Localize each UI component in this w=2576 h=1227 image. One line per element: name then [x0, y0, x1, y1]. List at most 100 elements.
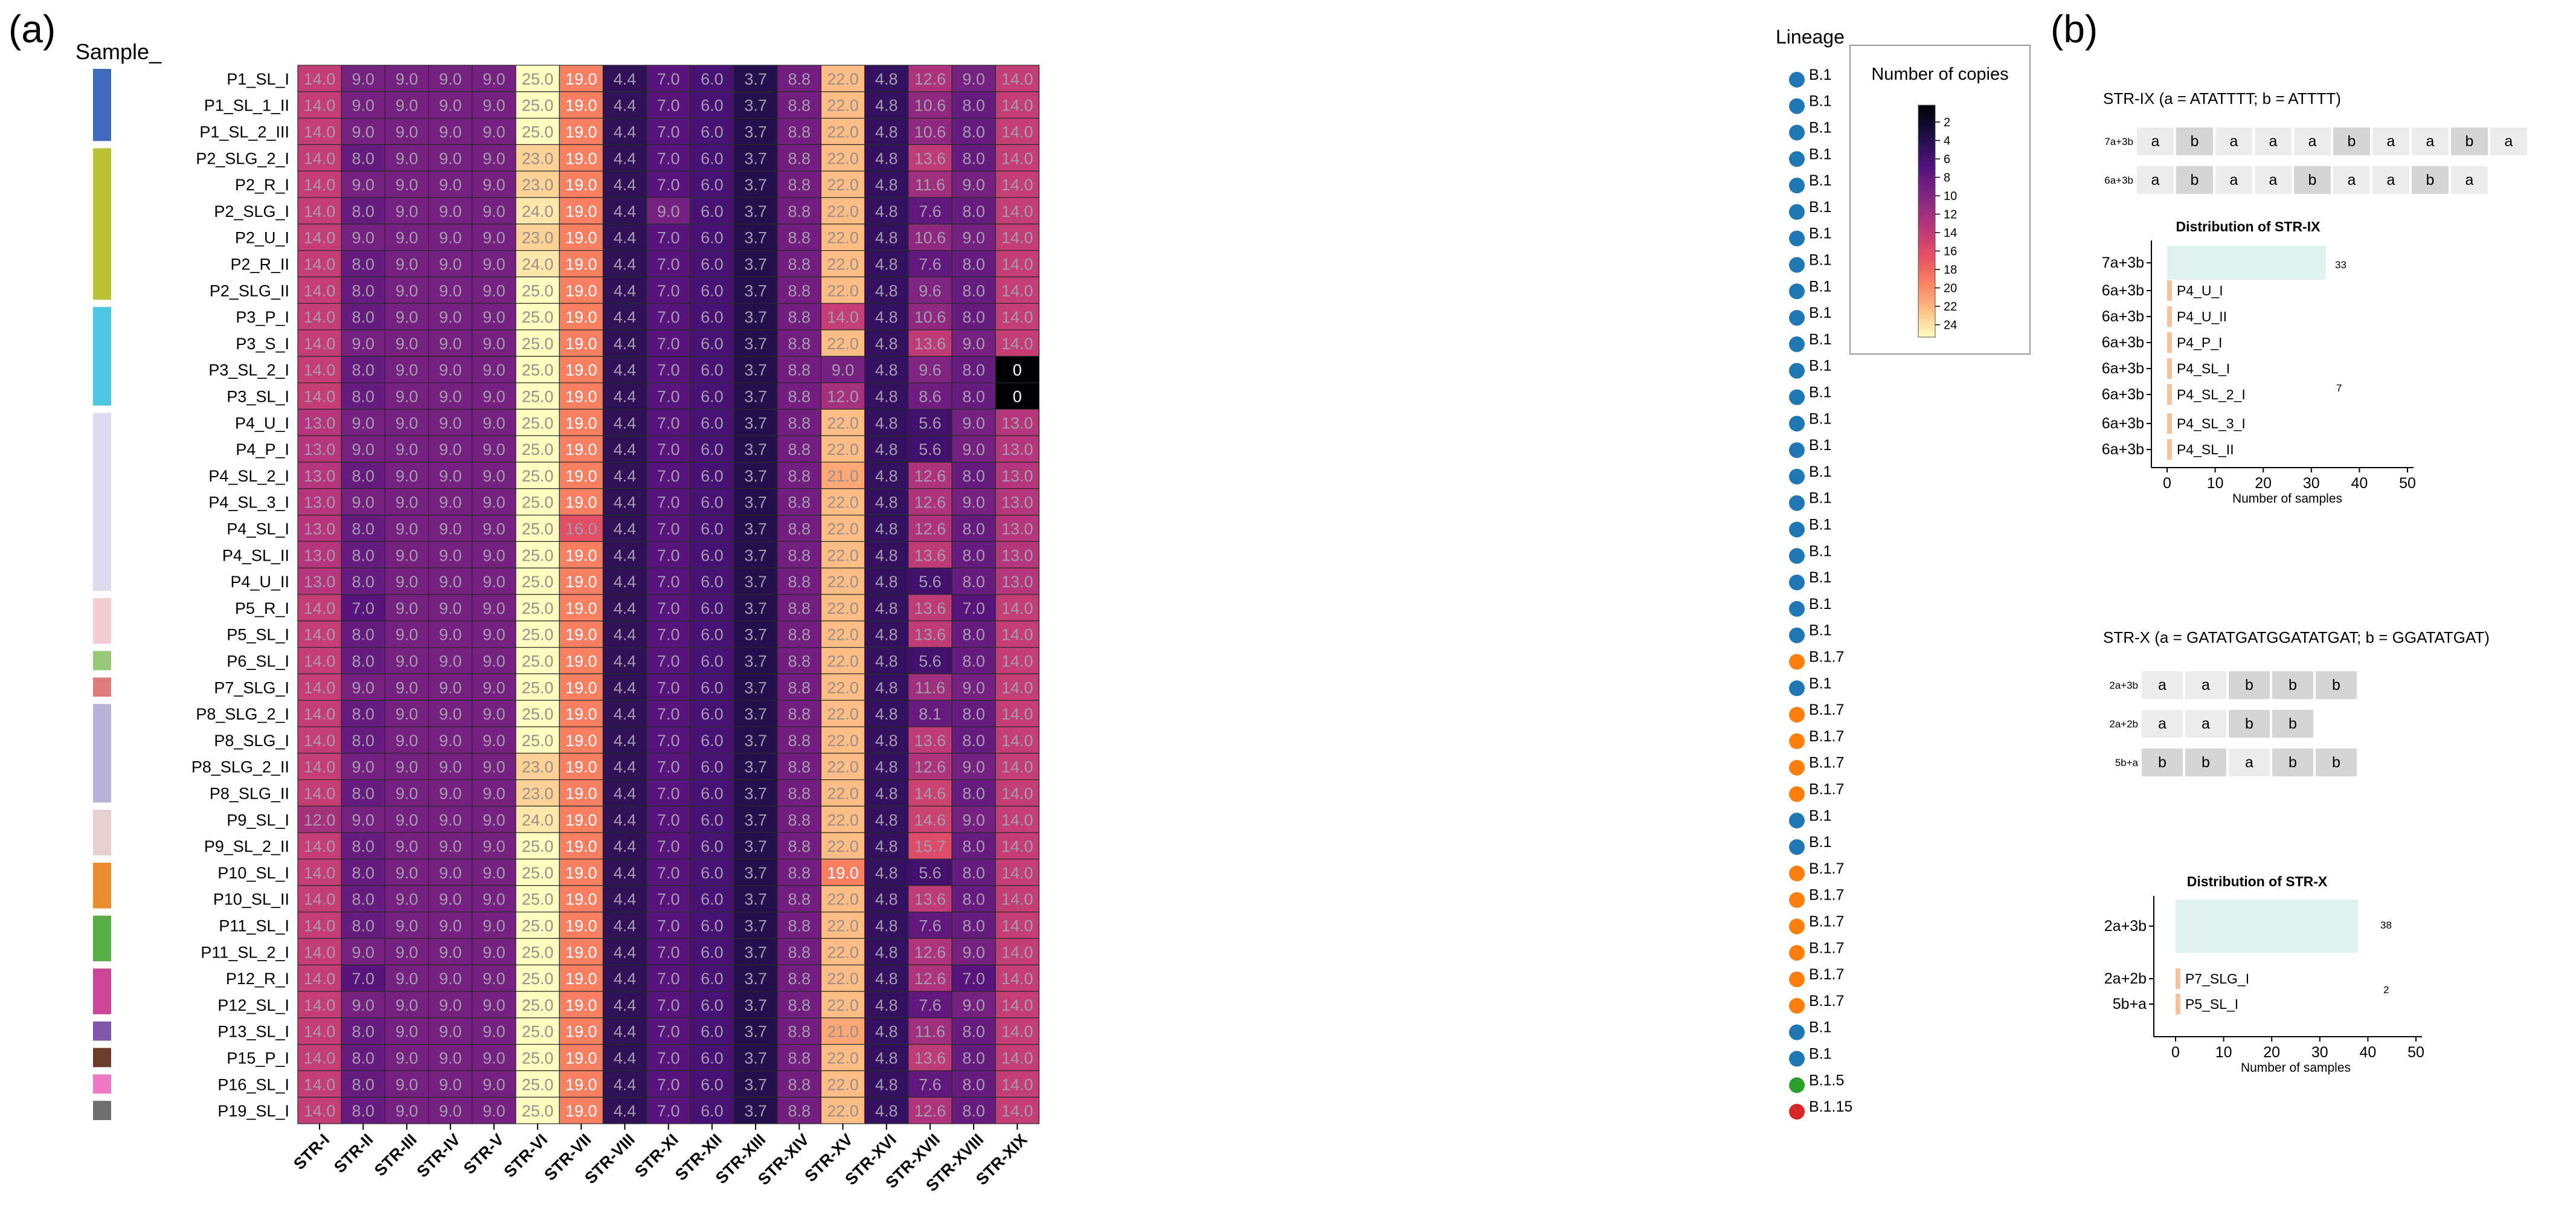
heatmap-cell: [820, 488, 866, 516]
cell-value: 9.0: [483, 652, 506, 671]
cell-value: 12.6: [914, 970, 946, 988]
cell-value: 9.0: [439, 202, 462, 221]
lineage-label: B.1: [1809, 1019, 1832, 1036]
cell-value: 25.0: [522, 1075, 554, 1093]
cell-value: 8.8: [788, 494, 811, 512]
panel-label-b: (b): [2051, 7, 2098, 51]
heatmap-cell: [515, 1017, 560, 1045]
heatmap-cell: [472, 1097, 516, 1124]
lineage-label: B.1: [1809, 120, 1832, 137]
cell-value: 22.0: [827, 1075, 859, 1093]
cell-value: 4.4: [614, 440, 637, 459]
heatmap-cell: [384, 1070, 429, 1098]
cell-value: 9.0: [439, 520, 462, 538]
row-label: P1_SL_1_II: [204, 97, 289, 115]
lineage-label: B.1: [1809, 543, 1832, 559]
cell-value: 14.0: [304, 176, 336, 194]
repeat-unit-label: a: [2387, 133, 2395, 150]
cell-value: 14.0: [304, 1102, 336, 1120]
cell-value: 9.0: [439, 758, 462, 776]
heatmap-cell: [951, 1097, 996, 1124]
cell-value: 25.0: [522, 599, 554, 617]
cell-value: 3.7: [744, 256, 767, 274]
cell-value: 3.7: [744, 573, 767, 591]
cell-value: 13.6: [914, 546, 946, 564]
cell-value: 6.0: [701, 837, 724, 855]
cell-value: 14.0: [304, 256, 336, 274]
heatmap-cell: [297, 250, 342, 278]
heatmap-cell: [297, 356, 342, 384]
cell-value: 7.0: [352, 970, 375, 988]
cell-value: 9.0: [439, 678, 462, 697]
cell-value: 8.0: [352, 785, 375, 803]
heatmap-cell: [384, 805, 429, 833]
cell-value: 4.8: [875, 811, 898, 829]
lineage-dot: [1789, 416, 1805, 432]
heatmap-cell: [995, 435, 1039, 463]
heatmap-cell: [602, 726, 647, 754]
cell-value: 9.0: [396, 1049, 419, 1068]
cell-value: 19.0: [565, 308, 597, 326]
heatmap-cell: [428, 991, 473, 1019]
heatmap-cell: [341, 1097, 386, 1124]
cell-value: 25.0: [522, 308, 554, 326]
heatmap-cell: [908, 382, 952, 410]
heatmap-cell: [602, 462, 647, 489]
cell-value: 6.0: [701, 732, 724, 750]
cell-value: 22.0: [827, 440, 859, 459]
bar-chart-title: Distribution of STR-IX: [2176, 219, 2321, 234]
colorbar-tick-label: 4: [1944, 135, 1950, 148]
heatmap-cell: [995, 885, 1039, 913]
group-total-label: 2: [2383, 984, 2389, 996]
row-label: P3_SL_I: [226, 388, 289, 406]
heatmap-cell: [602, 991, 647, 1019]
cell-value: 8.8: [788, 573, 811, 591]
heatmap-cell: [297, 408, 342, 436]
cell-value: 9.0: [396, 732, 419, 750]
cell-value: 8.0: [962, 388, 985, 406]
cell-value: 9.0: [962, 229, 985, 247]
category-label: 6a+3b: [2102, 282, 2144, 299]
cell-value: 12.6: [914, 70, 946, 88]
cell-value: 19.0: [565, 943, 597, 961]
repeat-unit-label: b: [2289, 754, 2297, 771]
cell-value: 11.6: [915, 1023, 946, 1041]
cell-value: 9.0: [483, 70, 506, 88]
lineage-label: B.1: [1809, 807, 1832, 824]
cell-value: 14.0: [1001, 996, 1033, 1014]
cell-value: 7.0: [657, 97, 680, 115]
x-tick-label: 30: [2303, 475, 2320, 492]
heatmap-cell: [864, 276, 909, 304]
patient-bar: [93, 413, 111, 591]
bar-sample-label: P4_P_I: [2177, 335, 2222, 350]
cell-value: 4.8: [875, 335, 898, 353]
heatmap-cell: [428, 805, 473, 833]
heatmap-cell: [515, 753, 560, 781]
heatmap-cell: [602, 779, 647, 807]
cell-value: 9.0: [483, 837, 506, 855]
patient-bar: [93, 1101, 111, 1120]
cell-value: 9.0: [439, 123, 462, 141]
lineage-label: B.1: [1809, 1046, 1832, 1063]
cell-value: 14.0: [1001, 811, 1033, 829]
cell-value: 6.0: [701, 599, 724, 617]
cell-value: 7.0: [657, 678, 680, 697]
heatmap-cell: [951, 250, 996, 278]
category-label: 7a+3b: [2102, 254, 2144, 271]
cell-value: 7.0: [657, 943, 680, 961]
repeat-unit-label: b: [2191, 172, 2199, 188]
cell-value: 19.0: [565, 467, 597, 485]
bar: [2167, 439, 2172, 460]
category-label: 5b+a: [2113, 996, 2147, 1013]
cell-value: 8.0: [352, 705, 375, 723]
lineage-label: B.1.15: [1809, 1098, 1852, 1115]
cell-value: 25.0: [522, 864, 554, 882]
cell-value: 9.0: [439, 732, 462, 750]
heatmap-cell: [646, 514, 691, 542]
heatmap-cell: [820, 700, 866, 727]
lineage-dot: [1789, 786, 1805, 802]
heatmap-cell: [690, 514, 734, 542]
cell-value: 4.4: [614, 970, 637, 988]
repeat-unit-label: b: [2245, 715, 2253, 732]
heatmap-cell: [690, 382, 734, 410]
